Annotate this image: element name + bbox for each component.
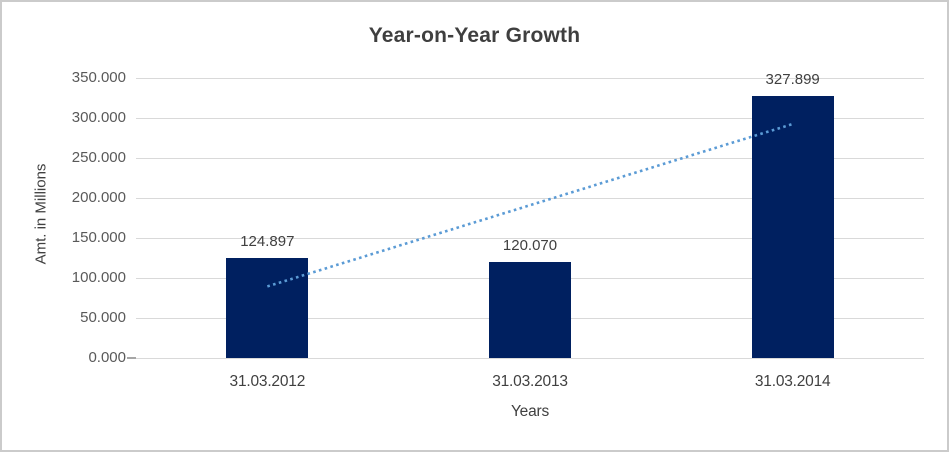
gridline [136, 117, 924, 119]
x-axis-tick-label: 31.03.2012 [229, 373, 306, 390]
bar-value-label: 120.070 [502, 236, 558, 254]
y-axis-tick-label: 150.000 [71, 229, 126, 246]
x-axis-title: Years [510, 403, 550, 420]
y-axis-tick-label: 0.000 [88, 349, 126, 366]
y-axis-tick-label: 250.000 [71, 149, 126, 166]
bar [226, 258, 309, 358]
y-axis-tick-label: 300.000 [71, 109, 126, 126]
bar-value-label: 327.899 [765, 70, 820, 88]
gridline [136, 357, 924, 359]
y-axis-tick-label: 350.000 [71, 69, 126, 86]
bar [489, 261, 571, 358]
gridline [136, 77, 924, 79]
bar-value-label: 124.897 [240, 233, 295, 251]
axis-tick [127, 357, 136, 359]
y-axis-tick-label: 50.000 [80, 309, 126, 326]
chart-title: Year-on-Year Growth [368, 24, 581, 47]
y-axis-tick-label: 100.000 [71, 269, 126, 286]
y-axis-title: Amt. in Millions [32, 163, 50, 265]
x-axis-tick-label: 31.03.2013 [492, 373, 568, 390]
bar [751, 95, 834, 358]
y-axis-tick-label: 200.000 [71, 189, 126, 206]
x-axis-tick-label: 31.03.2014 [754, 373, 831, 390]
